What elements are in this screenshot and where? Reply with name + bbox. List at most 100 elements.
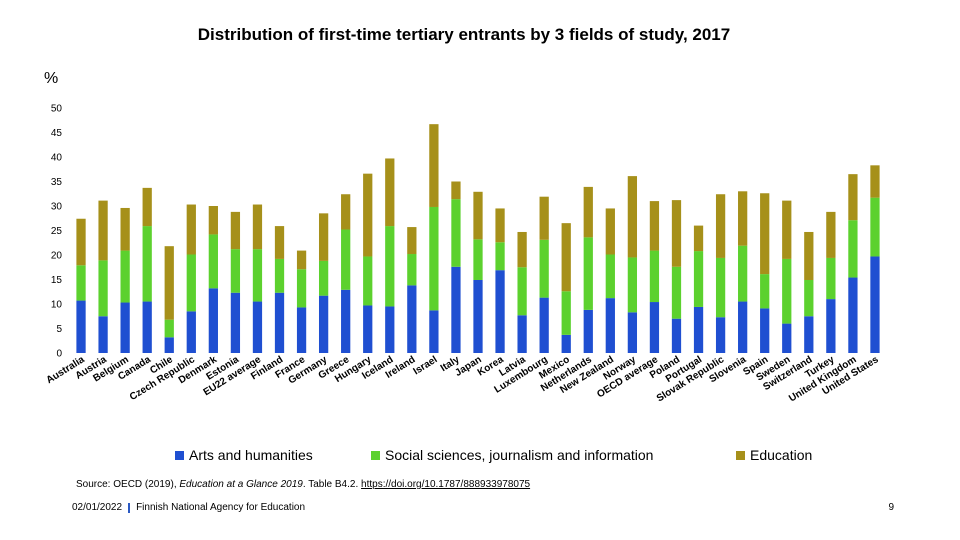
bar-segment-social-sciences xyxy=(76,265,86,301)
bar-segment-social-sciences xyxy=(363,256,373,306)
bar-segment-arts xyxy=(826,299,836,353)
bar-segment-arts xyxy=(274,292,285,353)
source-note: Source: OECD (2019), Education at a Glan… xyxy=(76,479,530,490)
bar-segment-education xyxy=(76,218,86,266)
bar-segment-education xyxy=(230,211,241,250)
bar-segment-arts xyxy=(252,301,263,353)
bar-segment-education xyxy=(517,231,527,268)
bar-segment-arts xyxy=(186,311,196,353)
bar-segment-social-sciences xyxy=(186,254,196,312)
bar-segment-education xyxy=(363,173,373,257)
bar-segment-education xyxy=(495,208,505,243)
bar-segment-education xyxy=(738,191,748,246)
footer-date: 02/01/2022 xyxy=(72,502,123,513)
source-suffix: . Table B4.2. xyxy=(302,479,359,490)
legend-item-social-sciences: Social sciences, journalism and informat… xyxy=(371,447,653,463)
chart-title: Distribution of first-time tertiary entr… xyxy=(197,25,731,44)
bar-segment-arts xyxy=(517,315,527,353)
bar-segment-education xyxy=(583,186,593,238)
bar-segment-arts xyxy=(385,306,395,353)
bar-segment-arts xyxy=(98,316,108,353)
bar-segment-social-sciences xyxy=(583,237,593,310)
bar-segment-social-sciences xyxy=(804,279,814,317)
bar-segment-education xyxy=(804,231,814,280)
bar-segment-education xyxy=(407,227,417,255)
bar-segment-education xyxy=(318,213,329,261)
bar-segment-education xyxy=(561,223,571,292)
bar-segment-social-sciences xyxy=(539,239,549,298)
bar-segment-social-sciences xyxy=(627,257,638,313)
bar-segment-social-sciences xyxy=(407,254,417,286)
bar-segment-social-sciences xyxy=(252,249,263,302)
bar-segment-education xyxy=(296,250,307,270)
legend-swatch-arts xyxy=(175,450,184,460)
bar-segment-arts xyxy=(341,289,351,353)
bar-segment-arts xyxy=(407,285,417,353)
bar-segment-arts xyxy=(208,288,218,353)
bar-segment-social-sciences xyxy=(473,239,483,280)
bar-segment-social-sciences xyxy=(870,197,880,257)
bar-segment-education xyxy=(848,174,858,221)
bar-segment-social-sciences xyxy=(495,242,505,271)
bar-segment-arts xyxy=(230,292,241,353)
bar-segment-social-sciences xyxy=(341,229,351,290)
legend-label-arts: Arts and humanities xyxy=(189,447,313,463)
bar-segment-arts xyxy=(451,266,461,353)
bar-segment-arts xyxy=(473,279,483,353)
source-title: Education at a Glance 2019 xyxy=(179,479,303,490)
y-axis-unit-label: % xyxy=(44,70,59,87)
bar-segment-arts xyxy=(120,302,130,353)
bar-segment-arts xyxy=(870,256,880,353)
source-prefix: Source: OECD (2019), xyxy=(76,479,177,490)
bar-segment-education xyxy=(120,207,130,251)
bar-segment-social-sciences xyxy=(826,257,836,300)
y-tick-label: 5 xyxy=(56,324,62,335)
legend-swatch-social-sciences xyxy=(371,450,380,460)
bar-segment-social-sciences xyxy=(693,251,704,307)
bar-segment-education xyxy=(782,200,792,259)
bar-segment-arts xyxy=(715,317,726,353)
bar-segment-arts xyxy=(649,302,660,353)
bar-segment-arts xyxy=(782,323,792,353)
stacked-bar-chart: 05101520253035404550AustraliaAustriaBelg… xyxy=(44,104,880,405)
bar-segment-social-sciences xyxy=(848,220,858,278)
y-tick-label: 50 xyxy=(51,104,63,115)
y-tick-label: 45 xyxy=(51,128,63,139)
bar-segment-education xyxy=(429,124,439,207)
legend-swatch-education xyxy=(736,450,745,460)
bar-segment-social-sciences xyxy=(715,257,726,318)
bar-segment-social-sciences xyxy=(318,260,329,296)
bar-segment-social-sciences xyxy=(296,269,307,308)
bar-segment-education xyxy=(164,246,174,320)
bar-segment-social-sciences xyxy=(208,234,218,289)
x-tick-label: Israel xyxy=(411,354,439,377)
bar-segment-social-sciences xyxy=(274,258,285,293)
bar-segment-education xyxy=(715,194,726,258)
bar-segment-arts xyxy=(583,309,593,353)
bar-segment-arts xyxy=(142,301,152,353)
bar-segment-education xyxy=(760,193,770,275)
bar-segment-social-sciences xyxy=(605,254,615,299)
bar-segment-education xyxy=(142,187,152,227)
bar-segment-arts xyxy=(627,312,638,353)
bar-segment-education xyxy=(208,206,218,235)
bar-segment-arts xyxy=(760,308,770,353)
bar-segment-arts xyxy=(848,277,858,353)
bar-segment-education xyxy=(385,158,395,227)
y-tick-label: 15 xyxy=(51,275,63,286)
bar-segment-education xyxy=(627,176,638,258)
source-link[interactable]: https://doi.org/10.1787/888933978075 xyxy=(361,479,531,490)
bar-segment-social-sciences xyxy=(782,258,792,324)
bar-segment-arts xyxy=(671,318,682,353)
bar-segment-social-sciences xyxy=(98,260,108,317)
bar-segment-social-sciences xyxy=(738,245,748,302)
legend-label-social-sciences: Social sciences, journalism and informat… xyxy=(385,447,654,463)
bar-segment-social-sciences xyxy=(451,199,461,267)
bar-segment-social-sciences xyxy=(385,226,395,307)
bar-segment-social-sciences xyxy=(517,267,527,316)
bar-segment-arts xyxy=(318,295,329,353)
footer-separator xyxy=(128,502,131,513)
y-tick-label: 25 xyxy=(51,226,63,237)
bar-segment-social-sciences xyxy=(760,274,770,309)
bar-segment-arts xyxy=(495,270,505,353)
